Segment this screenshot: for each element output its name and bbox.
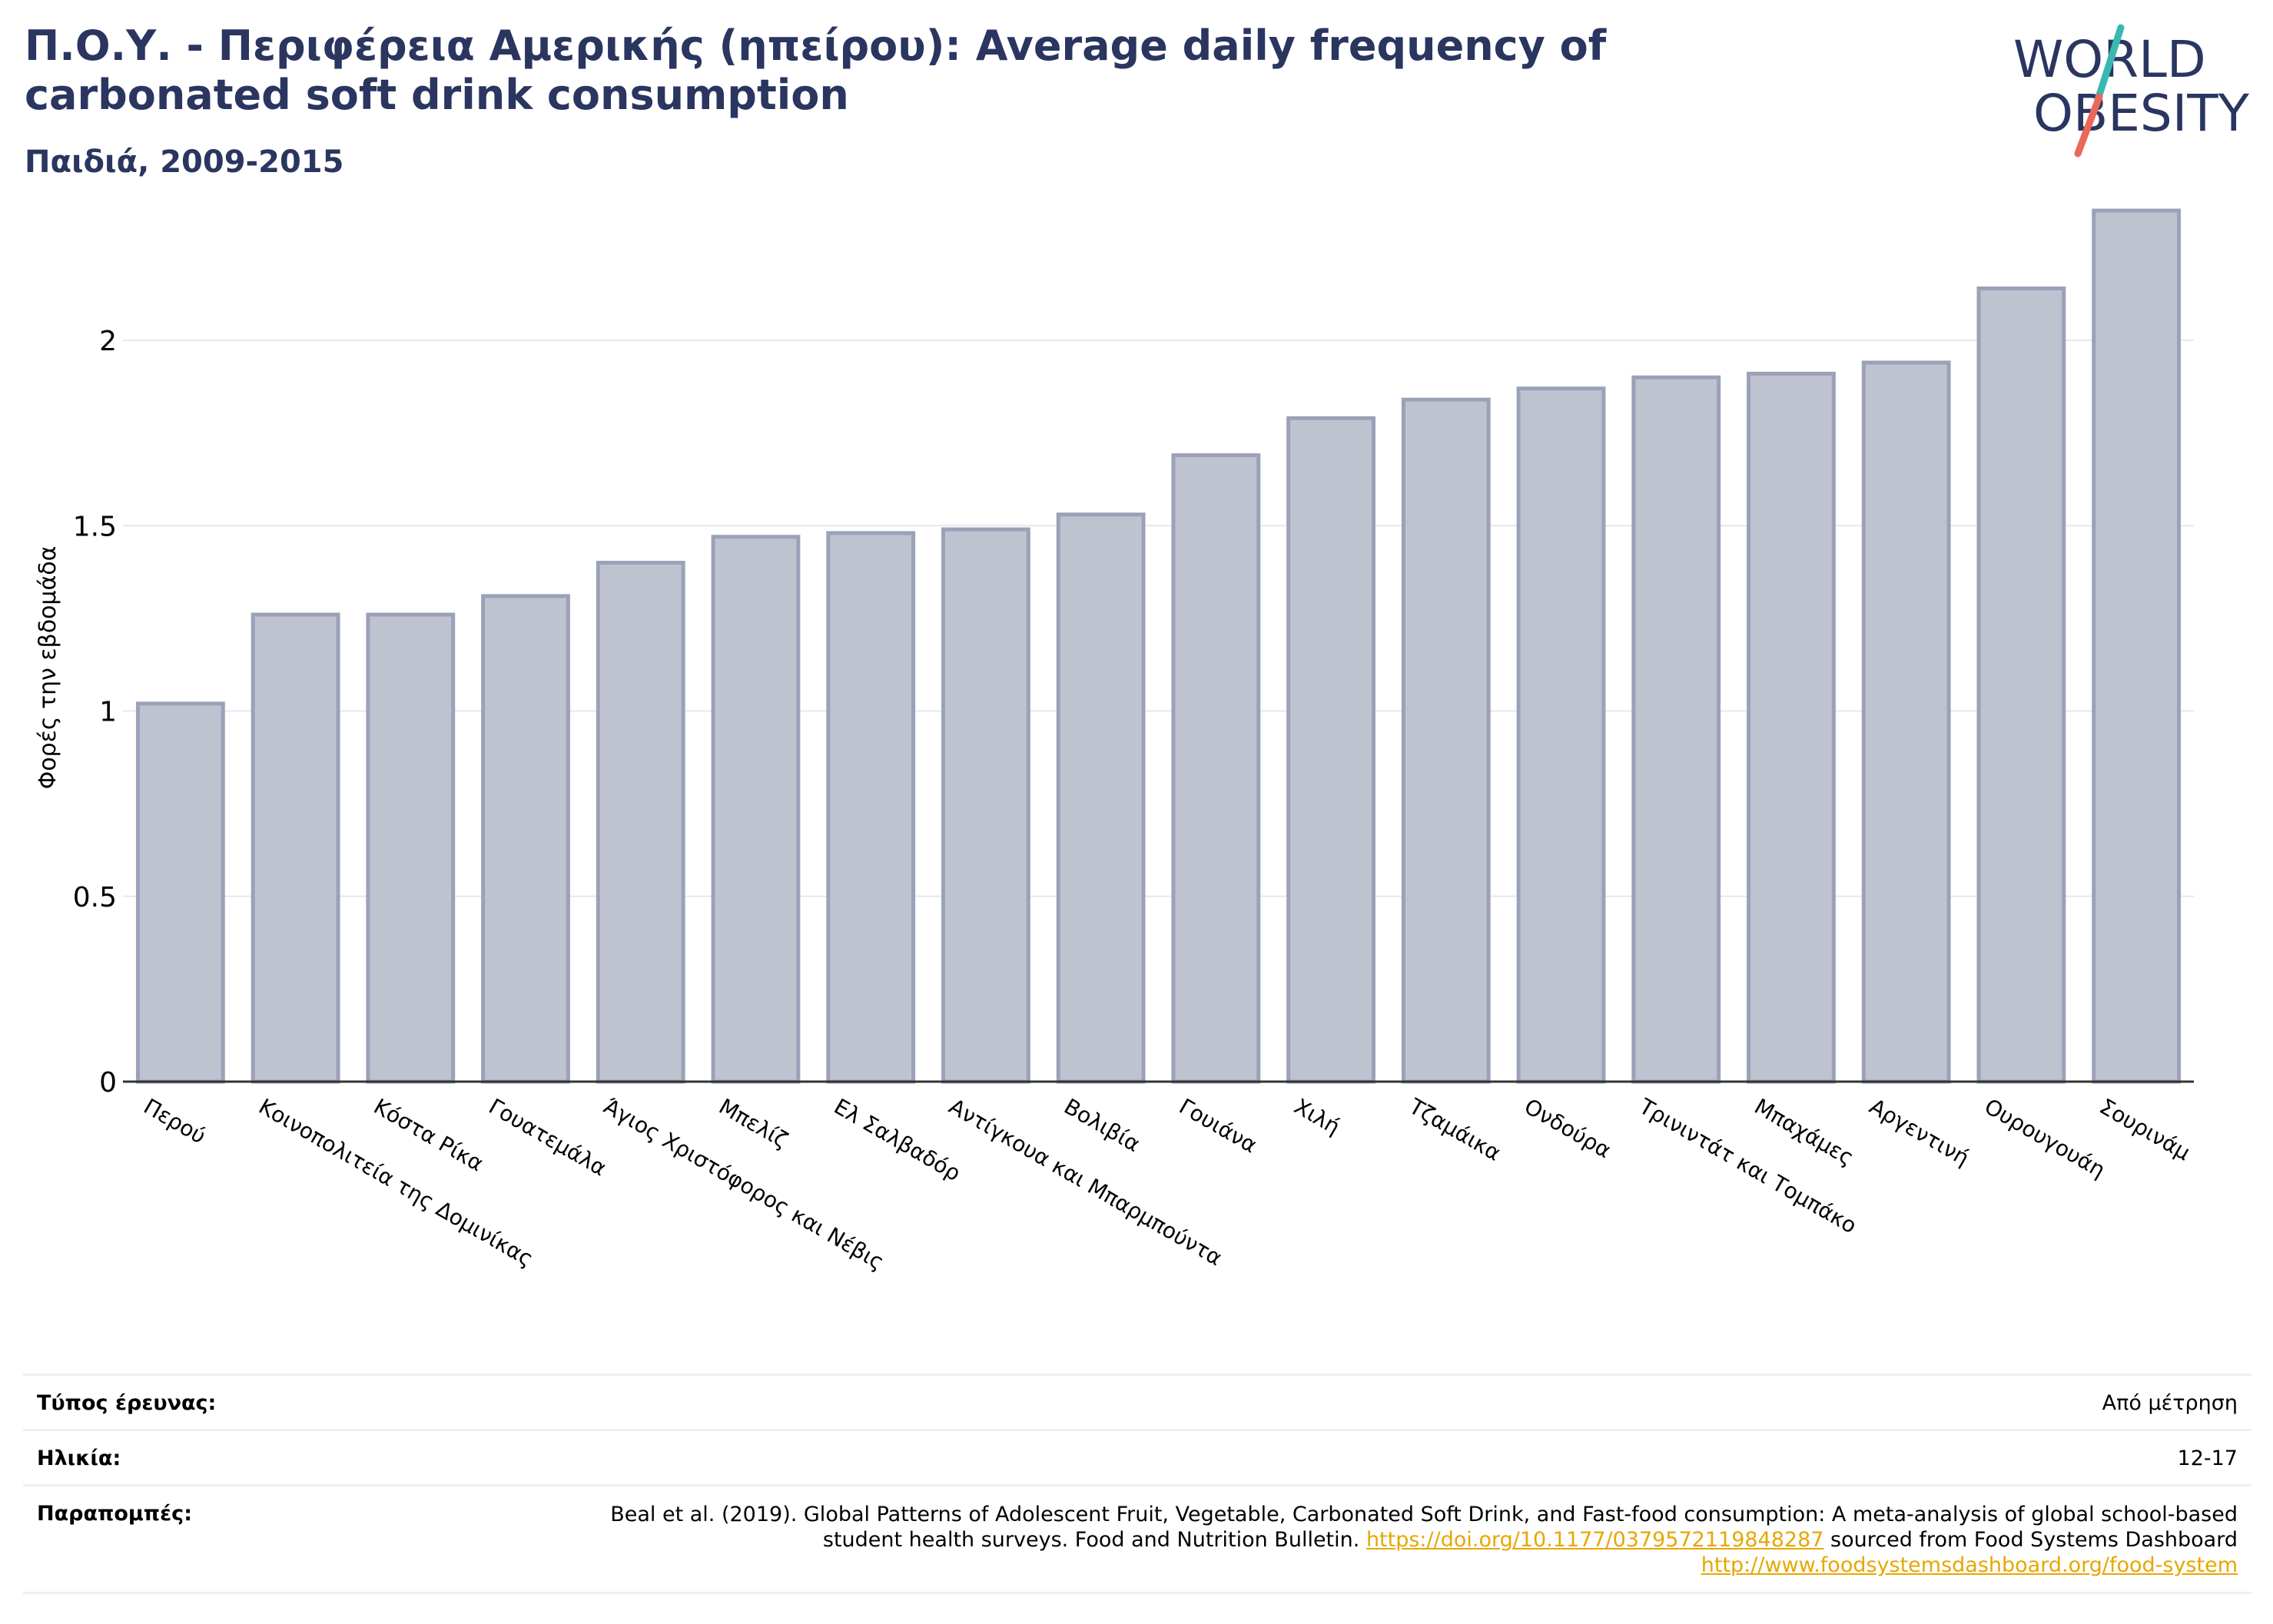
bar xyxy=(941,527,1030,1084)
bar xyxy=(1861,360,1951,1084)
x-tick-label: Βολιβία xyxy=(1060,1093,1144,1157)
doi-link[interactable]: https://doi.org/10.1177/0379572119848287 xyxy=(1365,1528,1824,1552)
y-tick-label: 0.5 xyxy=(73,882,117,913)
bar xyxy=(366,612,456,1084)
bar xyxy=(481,594,570,1084)
survey-type-row: Τύπος έρευνας: Από μέτρηση xyxy=(23,1374,2251,1429)
age-label: Ηλικία: xyxy=(37,1447,121,1470)
age-row: Ηλικία: 12-17 xyxy=(23,1429,2251,1484)
bar xyxy=(1286,416,1375,1084)
x-tick-label: Χιλή xyxy=(1290,1093,1345,1139)
x-tick-label: Περού xyxy=(139,1093,210,1148)
y-tick-label: 1.5 xyxy=(73,511,117,542)
chart-subtitle: Παιδιά, 2009-2015 xyxy=(25,144,344,180)
y-axis-label: Φορές την εβδομάδα xyxy=(35,546,61,790)
bar-chart: 0 0.5 1 1.5 2 Περού Κοινοπολιτεία της Δομινίκ… xyxy=(35,208,2195,1275)
references-source: sourced from Food Systems Dashboard xyxy=(1830,1528,2238,1552)
age-value: 12-17 xyxy=(2177,1447,2238,1470)
references-label: Παραπομπές: xyxy=(37,1502,192,1526)
metadata-table: Τύπος έρευνας: Από μέτρηση Ηλικία: 12-17… xyxy=(23,1374,2251,1594)
logo-slash-top xyxy=(2094,24,2125,104)
y-tick-label: 0 xyxy=(99,1067,117,1099)
y-tick-label: 1 xyxy=(99,697,117,728)
x-tick-label: Ονδούρα xyxy=(1520,1093,1615,1163)
bar xyxy=(1171,453,1261,1084)
x-tick-label: Σουρινάμ xyxy=(2095,1093,2195,1165)
references-row: Παραπομπές: Beal et al. (2019). Global P… xyxy=(23,1484,2251,1594)
references-citation: Beal et al. (2019). Global Patterns of A… xyxy=(610,1503,2238,1552)
x-tick-label: Αργεντινή xyxy=(1865,1093,1973,1171)
bar xyxy=(135,701,225,1084)
bar xyxy=(596,561,685,1084)
bar xyxy=(251,612,340,1084)
x-tick-label: Τζαμάικα xyxy=(1404,1093,1505,1166)
y-tick-label: 2 xyxy=(99,326,117,357)
bars xyxy=(135,208,2182,1084)
logo-text-obesity: OBESITY xyxy=(2033,84,2250,143)
bar xyxy=(1401,397,1491,1084)
bar xyxy=(1056,512,1146,1084)
grid-lines xyxy=(123,340,2194,897)
bar xyxy=(711,535,801,1084)
food-systems-link[interactable]: http://www.foodsystemsdashboard.org/food… xyxy=(1701,1553,2238,1577)
chart-title: Π.Ο.Υ. - Περιφέρεια Αμερικής (ηπείρου): … xyxy=(25,22,1607,119)
references-text: Beal et al. (2019). Global Patterns of A… xyxy=(562,1502,2238,1578)
bar xyxy=(1976,286,2066,1084)
x-tick-label: Τρινιντάτ και Τομπάκο xyxy=(1634,1093,1861,1238)
x-tick-label: Ουρουγουάη xyxy=(1980,1093,2109,1182)
survey-type-label: Τύπος έρευνας: xyxy=(37,1391,217,1415)
survey-type-value: Από μέτρηση xyxy=(2102,1391,2238,1415)
bar xyxy=(2092,208,2182,1084)
bar xyxy=(826,531,916,1084)
x-tick-label: Γουατεμάλα xyxy=(485,1093,611,1181)
bar xyxy=(1631,375,1721,1084)
x-tick-label: Μπαχάμες xyxy=(1750,1093,1858,1170)
x-tick-label: Γουιάνα xyxy=(1175,1093,1262,1158)
logo-slash-bottom xyxy=(2074,93,2103,157)
x-tick-label: Ελ Σαλβαδόρ xyxy=(830,1093,965,1186)
bar xyxy=(1516,386,1606,1084)
world-obesity-logo: WORLD OBESITY xyxy=(2013,24,2250,157)
y-tick-labels: 0 0.5 1 1.5 2 xyxy=(73,326,117,1099)
x-tick-label: Μπελίζ xyxy=(715,1093,792,1152)
bar xyxy=(1747,371,1836,1084)
